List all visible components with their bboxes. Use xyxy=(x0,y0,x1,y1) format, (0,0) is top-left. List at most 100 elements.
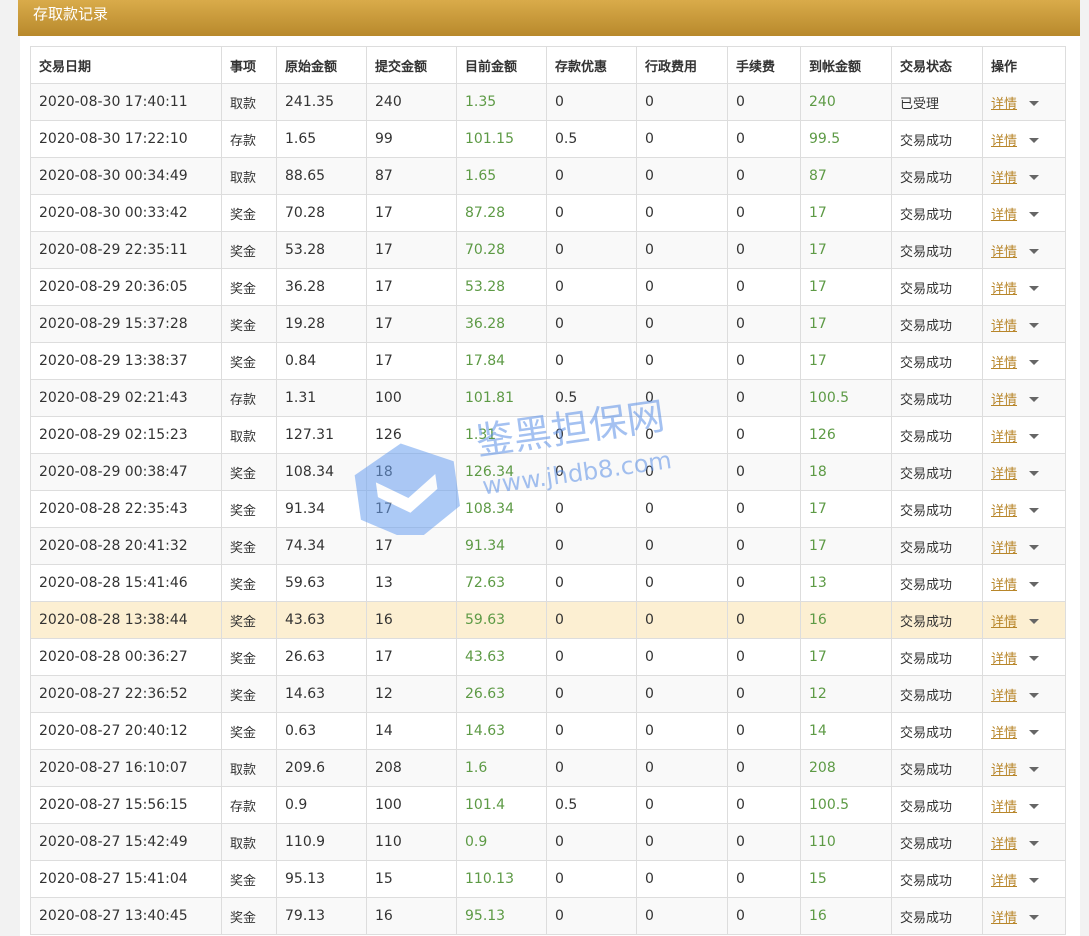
cell: 0 xyxy=(636,379,728,417)
cell: 0 xyxy=(727,453,801,491)
cell: 交易成功 xyxy=(891,860,983,898)
cell: 0 xyxy=(546,268,637,306)
details-link[interactable]: 详情 xyxy=(991,651,1018,667)
cell: 交易成功 xyxy=(891,564,983,602)
dropdown-caret[interactable] xyxy=(1029,619,1040,624)
cell: 取款 xyxy=(221,83,277,121)
cell: 0 xyxy=(636,860,728,898)
cell: 奖金 xyxy=(221,601,277,639)
table-row: 2020-08-27 22:36:52 奖金 14.63 12 26.63 0 0 0 12 交易… xyxy=(30,675,1066,713)
cell: 59.63 xyxy=(456,601,547,639)
details-link[interactable]: 详情 xyxy=(991,577,1018,593)
details-link[interactable]: 详情 xyxy=(991,614,1018,630)
table-row: 2020-08-28 15:41:46 奖金 59.63 13 72.63 0 0 0 13 交易… xyxy=(30,564,1066,602)
cell: 18 xyxy=(800,453,892,491)
cell: 2020-08-28 20:41:32 xyxy=(30,527,222,565)
details-link[interactable]: 详情 xyxy=(991,910,1018,926)
details-link[interactable]: 详情 xyxy=(991,466,1018,482)
cell: 0 xyxy=(727,564,801,602)
cell: 0 xyxy=(727,231,801,269)
details-link[interactable]: 详情 xyxy=(991,503,1018,519)
action-cell: 详情 xyxy=(982,786,1066,824)
details-link[interactable]: 详情 xyxy=(991,836,1018,852)
action-cell: 详情 xyxy=(982,527,1066,565)
cell: 17 xyxy=(366,268,457,306)
dropdown-caret[interactable] xyxy=(1029,212,1040,217)
action-cell: 详情 xyxy=(982,712,1066,750)
dropdown-caret[interactable] xyxy=(1029,730,1040,735)
cell: 2020-08-29 15:37:28 xyxy=(30,305,222,343)
dropdown-caret[interactable] xyxy=(1029,323,1040,328)
cell: 0 xyxy=(636,83,728,121)
cell: 0 xyxy=(546,675,637,713)
cell: 0 xyxy=(727,749,801,787)
details-link[interactable]: 详情 xyxy=(991,96,1018,112)
cell: 208 xyxy=(366,749,457,787)
details-link[interactable]: 详情 xyxy=(991,170,1018,186)
details-link[interactable]: 详情 xyxy=(991,540,1018,556)
dropdown-caret[interactable] xyxy=(1029,545,1040,550)
dropdown-caret[interactable] xyxy=(1029,656,1040,661)
details-link[interactable]: 详情 xyxy=(991,725,1018,741)
dropdown-caret[interactable] xyxy=(1029,804,1040,809)
cell: 209.6 xyxy=(276,749,367,787)
dropdown-caret[interactable] xyxy=(1029,175,1040,180)
details-link[interactable]: 详情 xyxy=(991,133,1018,149)
dropdown-caret[interactable] xyxy=(1029,767,1040,772)
cell: 17 xyxy=(366,527,457,565)
details-link[interactable]: 详情 xyxy=(991,762,1018,778)
dropdown-caret[interactable] xyxy=(1029,434,1040,439)
dropdown-caret[interactable] xyxy=(1029,693,1040,698)
action-cell: 详情 xyxy=(982,860,1066,898)
cell: 19.28 xyxy=(276,305,367,343)
cell: 53.28 xyxy=(456,268,547,306)
cell: 交易成功 xyxy=(891,342,983,380)
cell: 交易成功 xyxy=(891,823,983,861)
cell: 17 xyxy=(366,194,457,232)
cell: 0 xyxy=(727,712,801,750)
details-link[interactable]: 详情 xyxy=(991,429,1018,445)
cell: 2020-08-29 13:38:37 xyxy=(30,342,222,380)
dropdown-caret[interactable] xyxy=(1029,915,1040,920)
details-link[interactable]: 详情 xyxy=(991,355,1018,371)
dropdown-caret[interactable] xyxy=(1029,841,1040,846)
cell: 0 xyxy=(727,601,801,639)
cell: 0 xyxy=(727,379,801,417)
dropdown-caret[interactable] xyxy=(1029,508,1040,513)
dropdown-caret[interactable] xyxy=(1029,138,1040,143)
table-row: 2020-08-30 00:34:49 取款 88.65 87 1.65 0 0 0 87 交易成… xyxy=(30,157,1066,195)
dropdown-caret[interactable] xyxy=(1029,101,1040,106)
dropdown-caret[interactable] xyxy=(1029,249,1040,254)
details-link[interactable]: 详情 xyxy=(991,281,1018,297)
cell: 95.13 xyxy=(456,897,547,935)
dropdown-caret[interactable] xyxy=(1029,878,1040,883)
dropdown-caret[interactable] xyxy=(1029,360,1040,365)
cell: 交易成功 xyxy=(891,416,983,454)
dropdown-caret[interactable] xyxy=(1029,286,1040,291)
details-link[interactable]: 详情 xyxy=(991,244,1018,260)
cell: 0 xyxy=(636,564,728,602)
action-cell: 详情 xyxy=(982,490,1066,528)
cell: 0 xyxy=(546,601,637,639)
details-link[interactable]: 详情 xyxy=(991,318,1018,334)
details-link[interactable]: 详情 xyxy=(991,873,1018,889)
column-header: 存款优惠 xyxy=(546,46,637,84)
details-link[interactable]: 详情 xyxy=(991,799,1018,815)
details-link[interactable]: 详情 xyxy=(991,688,1018,704)
dropdown-caret[interactable] xyxy=(1029,471,1040,476)
action-cell: 详情 xyxy=(982,305,1066,343)
cell: 43.63 xyxy=(276,601,367,639)
dropdown-caret[interactable] xyxy=(1029,582,1040,587)
table-row: 2020-08-28 00:36:27 奖金 26.63 17 43.63 0 0 0 17 交易… xyxy=(30,638,1066,676)
cell: 0 xyxy=(727,194,801,232)
dropdown-caret[interactable] xyxy=(1029,397,1040,402)
cell: 交易成功 xyxy=(891,231,983,269)
cell: 0 xyxy=(636,601,728,639)
table-row: 2020-08-29 02:15:23 取款 127.31 126 1.31 0 0 0 126… xyxy=(30,416,1066,454)
details-link[interactable]: 详情 xyxy=(991,392,1018,408)
cell: 存款 xyxy=(221,120,277,158)
details-link[interactable]: 详情 xyxy=(991,207,1018,223)
table-row: 2020-08-27 20:40:12 奖金 0.63 14 14.63 0 0 0 14 交易成… xyxy=(30,712,1066,750)
cell: 0 xyxy=(727,120,801,158)
